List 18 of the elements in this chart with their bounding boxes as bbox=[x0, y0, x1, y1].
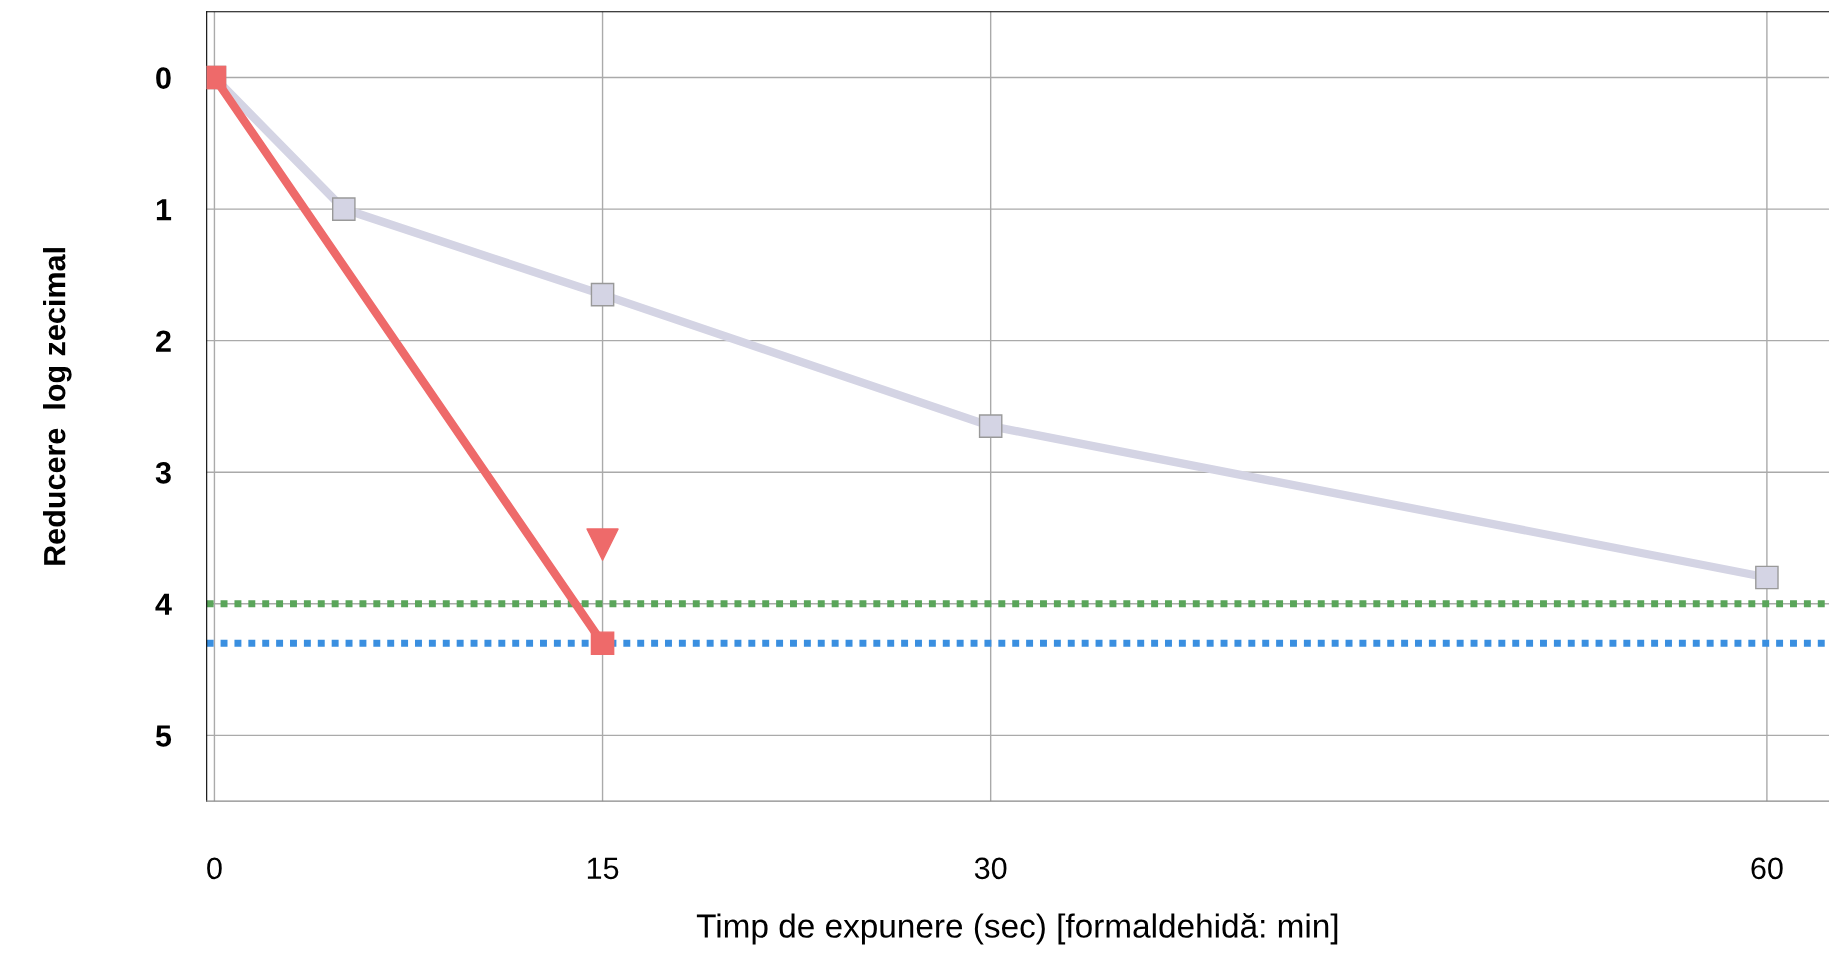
point bbox=[978, 414, 1003, 438]
y-axis-title: Reducere log zecimal bbox=[43, 248, 72, 565]
point bbox=[590, 282, 615, 307]
y-tick-label: 2 bbox=[156, 330, 171, 352]
y-tick-label: 1 bbox=[156, 199, 172, 221]
y-tick-label: 0 bbox=[156, 67, 171, 89]
y-tick-label: 5 bbox=[155, 725, 172, 747]
point bbox=[332, 197, 356, 221]
point bbox=[586, 528, 619, 561]
point bbox=[590, 631, 615, 656]
point bbox=[1755, 565, 1779, 590]
x-tick-label: 0 bbox=[207, 857, 222, 880]
x-tick-label: 60 bbox=[1751, 857, 1783, 880]
x-tick-label: 15 bbox=[587, 857, 619, 880]
x-axis-title: Timp de expunere (sec) [formaldehidă: min] bbox=[696, 912, 1338, 945]
y-tick-label: 4 bbox=[155, 593, 172, 615]
x-tick-label: 30 bbox=[974, 857, 1007, 880]
y-tick-label: 3 bbox=[155, 461, 171, 484]
